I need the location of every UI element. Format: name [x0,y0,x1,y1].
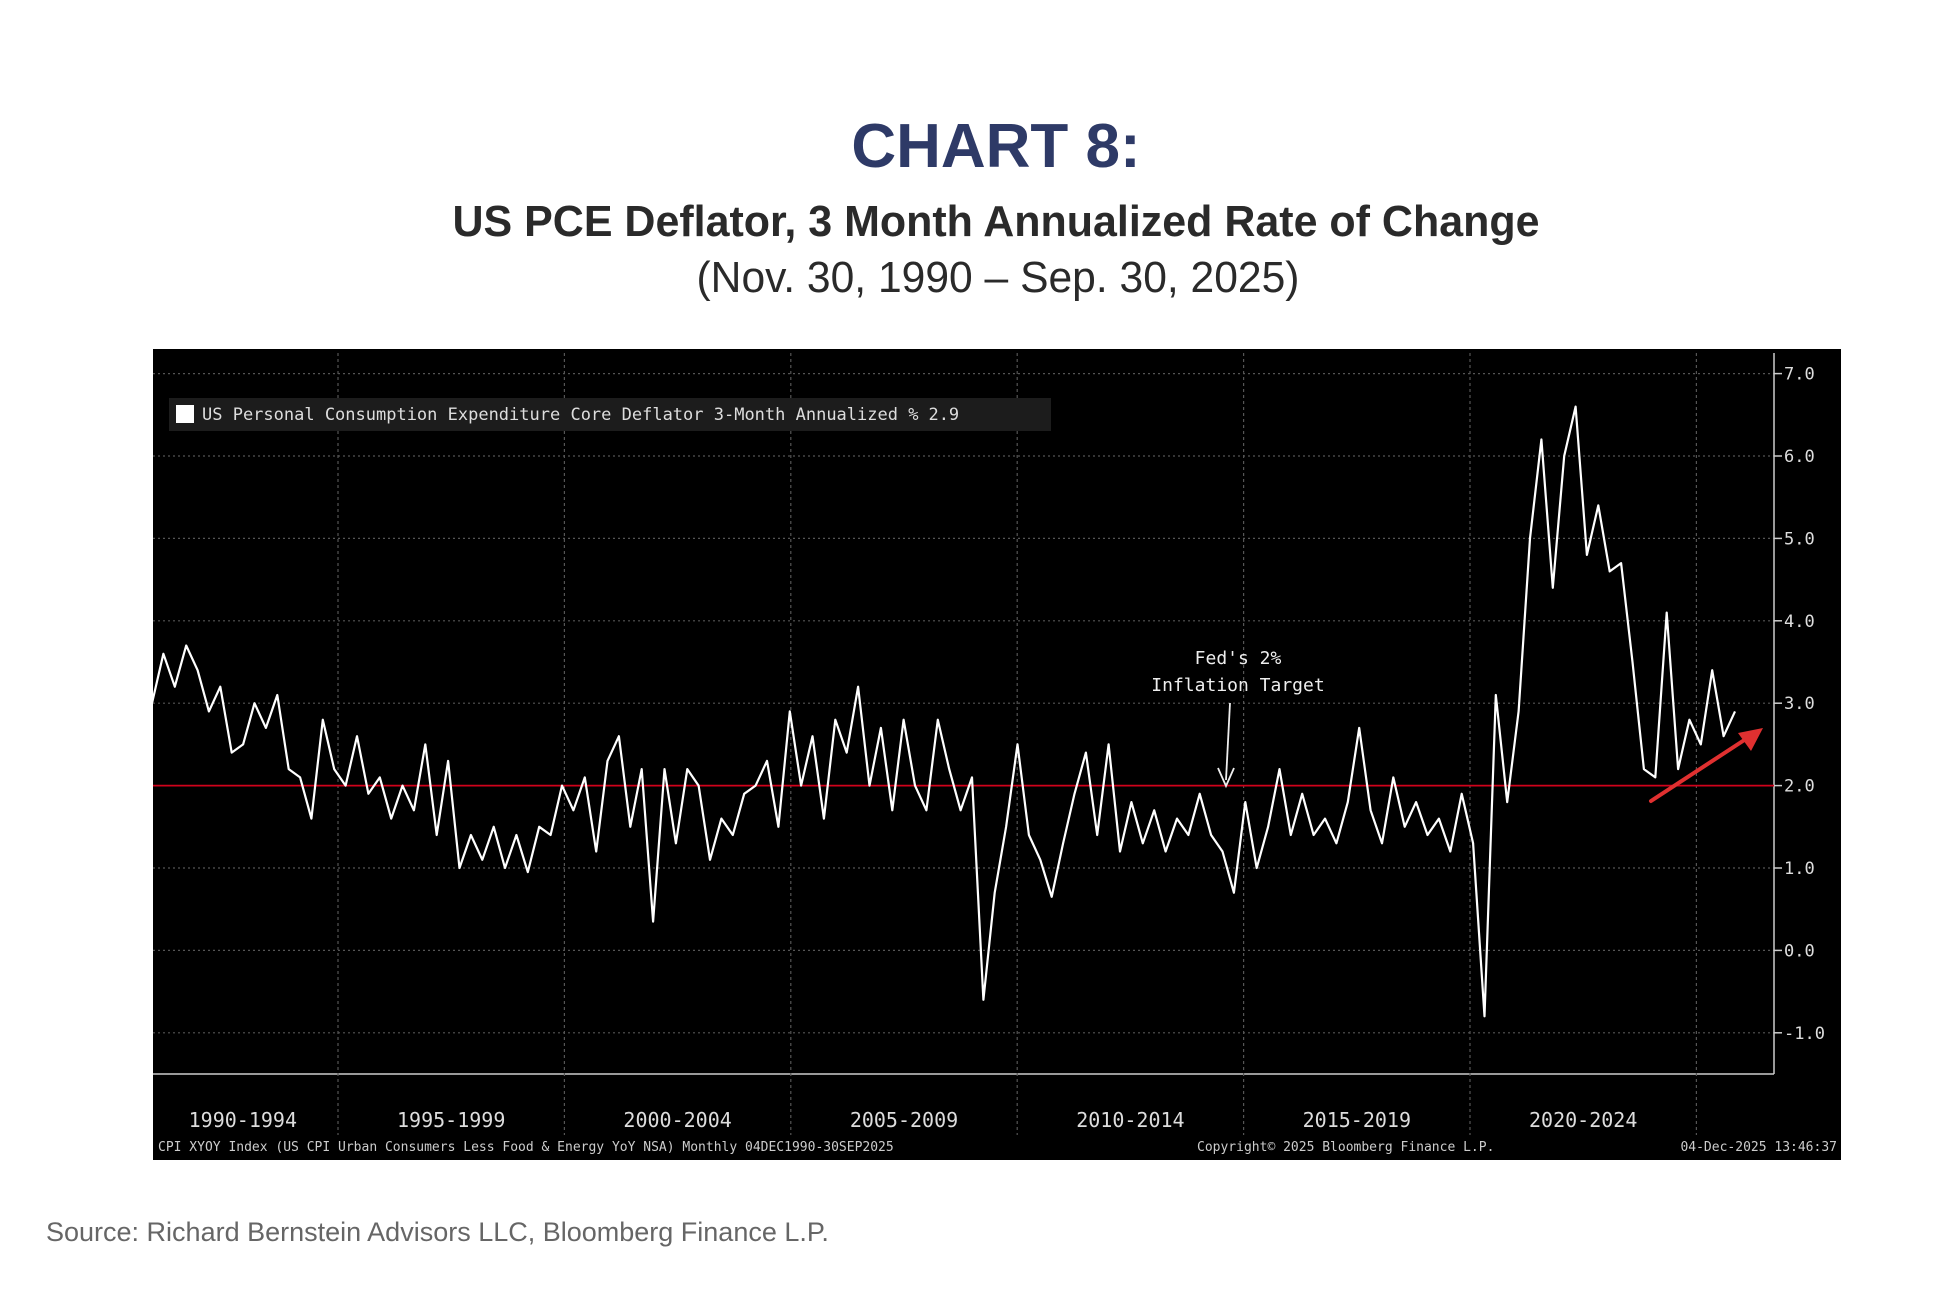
footer-copyright: Copyright© 2025 Bloomberg Finance L.P. [1197,1140,1494,1155]
legend-label: US Personal Consumption Expenditure Core… [202,405,959,425]
annotation-text: Inflation Target [1151,675,1324,696]
date-range: (Nov. 30, 1990 – Sep. 30, 2025) [697,253,1300,302]
footer-timestamp: 04-Dec-2025 13:46:37 [1680,1140,1837,1155]
y-tick-label: 3.0 [1784,694,1815,714]
y-tick-label: 6.0 [1784,447,1815,467]
x-tick-label: 1995-1999 [397,1108,505,1132]
footer-left: CPI XYOY Index (US CPI Urban Consumers L… [158,1140,894,1155]
source-note: Source: Richard Bernstein Advisors LLC, … [46,1217,829,1247]
legend-swatch [176,405,194,423]
y-tick-label: -1.0 [1784,1024,1825,1044]
x-tick-label: 2015-2019 [1303,1108,1411,1132]
annotation-arrow [1225,702,1231,781]
trend-arrow [1649,733,1754,803]
x-tick-label: 2010-2014 [1076,1108,1184,1132]
legend-box [169,398,1051,431]
annotation-arrowhead [1217,767,1235,789]
chart-title: CHART 8: [851,112,1140,181]
x-tick-label: 2000-2004 [623,1108,731,1132]
legend-name: US Personal Consumption Expenditure Core… [202,405,918,425]
trend-arrowhead [1738,728,1763,751]
y-tick-label: 4.0 [1784,612,1815,632]
y-tick-label: 2.0 [1784,777,1815,797]
y-tick-label: 0.0 [1784,941,1815,961]
y-tick-label: 1.0 [1784,859,1815,879]
chart-subtitle: US PCE Deflator, 3 Month Annualized Rate… [453,197,1540,246]
y-tick-label: 7.0 [1784,365,1815,385]
data-line [150,405,1736,1018]
plot-area: -1.0 0.0 1.0 2.0 3.0 4.0 5.0 6.0 7.0 1990-1994 199… [150,353,1837,1155]
annotation-text: Fed's 2% [1195,648,1282,669]
x-tick-label: 2020-2024 [1529,1108,1637,1132]
x-tick-label: 1990-1994 [189,1108,297,1132]
chart-panel [153,349,1841,1160]
legend-value: 2.9 [928,405,959,425]
y-tick-label: 5.0 [1784,529,1815,549]
x-tick-label: 2005-2009 [850,1108,958,1132]
